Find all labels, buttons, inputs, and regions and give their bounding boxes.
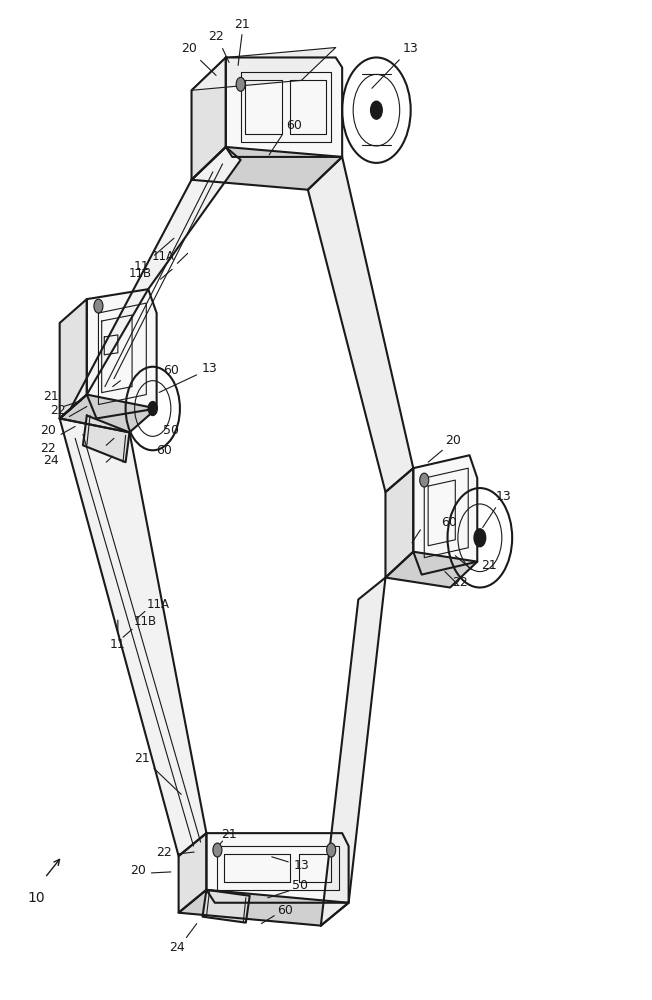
Circle shape (474, 529, 486, 547)
Text: 21: 21 (481, 559, 497, 572)
Polygon shape (321, 578, 385, 926)
Circle shape (94, 299, 103, 313)
Text: 22: 22 (156, 846, 172, 859)
Text: 13: 13 (272, 857, 310, 872)
Text: 11B: 11B (128, 267, 151, 280)
Circle shape (420, 473, 429, 487)
Text: 21: 21 (221, 828, 237, 841)
Polygon shape (179, 833, 207, 913)
Text: 60: 60 (441, 516, 457, 529)
Text: 50: 50 (163, 424, 179, 437)
Text: 22: 22 (452, 576, 468, 589)
Circle shape (148, 402, 157, 415)
Text: 60: 60 (163, 364, 179, 377)
Circle shape (236, 77, 245, 91)
Text: 20: 20 (445, 434, 461, 447)
Text: 60: 60 (276, 904, 293, 917)
Text: 21: 21 (44, 390, 59, 403)
Text: 11B: 11B (134, 615, 156, 628)
Text: 11: 11 (110, 620, 126, 651)
Polygon shape (192, 147, 342, 190)
Text: 13: 13 (159, 362, 218, 392)
Polygon shape (207, 833, 349, 903)
Polygon shape (203, 890, 250, 923)
Polygon shape (385, 552, 477, 588)
Polygon shape (87, 289, 156, 418)
Text: 21: 21 (134, 752, 150, 765)
Circle shape (213, 843, 222, 857)
Text: 20: 20 (181, 42, 197, 55)
Polygon shape (60, 299, 87, 418)
Polygon shape (413, 455, 477, 575)
Polygon shape (308, 157, 413, 492)
Text: 11: 11 (134, 238, 174, 273)
Text: 10: 10 (27, 891, 45, 905)
Polygon shape (60, 418, 207, 856)
Text: 22: 22 (40, 442, 56, 455)
Polygon shape (192, 48, 336, 90)
Circle shape (327, 843, 336, 857)
Text: 22: 22 (50, 404, 66, 417)
Text: 11A: 11A (152, 250, 175, 263)
Text: 22: 22 (208, 30, 224, 43)
Text: 60: 60 (286, 119, 302, 132)
Text: 60: 60 (156, 444, 172, 457)
Polygon shape (60, 147, 241, 418)
Text: 11A: 11A (147, 598, 170, 611)
Circle shape (370, 101, 382, 119)
Text: 20: 20 (130, 864, 147, 877)
Text: 24: 24 (44, 454, 59, 467)
Text: 21: 21 (234, 18, 250, 31)
Polygon shape (60, 395, 156, 432)
Text: 13: 13 (372, 42, 418, 88)
Polygon shape (192, 57, 226, 180)
Text: 13: 13 (482, 490, 511, 528)
Polygon shape (226, 57, 342, 157)
Text: 24: 24 (170, 941, 185, 954)
Text: 20: 20 (40, 424, 56, 437)
Text: 50: 50 (292, 879, 308, 892)
Polygon shape (83, 415, 130, 462)
Polygon shape (179, 890, 349, 926)
Polygon shape (385, 468, 413, 578)
